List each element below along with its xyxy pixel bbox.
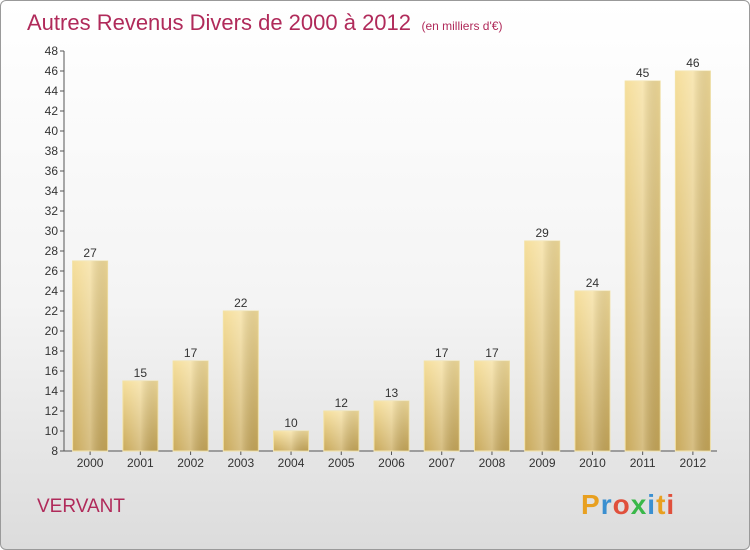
x-tick-label: 2003: [227, 456, 254, 470]
bar-value-label: 24: [586, 276, 600, 290]
bar-value-label: 27: [83, 246, 97, 260]
bar-shine-2002: [173, 361, 209, 451]
bar-value-label: 29: [536, 226, 550, 240]
bar-value-label: 10: [284, 416, 298, 430]
x-tick-label: 2002: [177, 456, 204, 470]
bar-shine-2003: [223, 311, 259, 451]
y-tick-label: 22: [45, 304, 59, 318]
bar-shine-2004: [273, 431, 309, 451]
bar-group-2003: 22: [222, 296, 259, 452]
x-tick-label: 2000: [77, 456, 104, 470]
y-tick-label: 48: [45, 44, 59, 58]
y-tick-label: 12: [45, 404, 59, 418]
y-tick-label: 42: [45, 104, 59, 118]
x-tick-label: 2001: [127, 456, 154, 470]
chart-unit-note: (en milliers d'€): [421, 19, 503, 33]
bar-value-label: 22: [234, 296, 248, 310]
x-tick-label: 2012: [680, 456, 707, 470]
bar-shine-2011: [625, 81, 661, 451]
bar-shine-2012: [675, 71, 711, 451]
y-tick-label: 30: [45, 224, 59, 238]
bar-shine-2007: [424, 361, 460, 451]
bar-value-label: 13: [385, 386, 399, 400]
bar-group-2000: 27: [72, 246, 109, 452]
x-tick-label: 2007: [428, 456, 455, 470]
bar-shine-2009: [524, 241, 560, 451]
y-tick-label: 36: [45, 164, 59, 178]
y-tick-label: 44: [45, 84, 59, 98]
bar-value-label: 17: [485, 346, 499, 360]
bar-shine-2005: [323, 411, 359, 451]
bar-group-2005: 12: [323, 396, 360, 452]
bar-shine-2010: [574, 291, 610, 451]
y-tick-label: 16: [45, 364, 59, 378]
bar-value-label: 17: [184, 346, 198, 360]
logo-letter: i: [647, 489, 657, 520]
location-label: VERVANT: [37, 496, 125, 517]
bar-group-2006: 13: [373, 386, 410, 452]
bar-group-2001: 15: [122, 366, 159, 452]
bar-group-2008: 17: [473, 346, 510, 452]
bar-shine-2008: [474, 361, 510, 451]
bar-group-2004: 10: [273, 416, 310, 452]
y-tick-label: 20: [45, 324, 59, 338]
bar-value-label: 17: [435, 346, 449, 360]
logo-letter: x: [630, 489, 648, 520]
bar-group-2010: 24: [574, 276, 611, 452]
bar-group-2011: 45: [624, 66, 661, 452]
x-tick-label: 2011: [630, 456, 656, 470]
y-tick-label: 8: [51, 444, 58, 458]
logo-letter: P: [581, 489, 601, 520]
logo-letter: t: [656, 489, 667, 520]
chart-title-text: Autres Revenus Divers de 2000 à 2012: [27, 10, 412, 35]
y-tick-label: 26: [45, 264, 59, 278]
chart-axes: 8 10 12 14 16 18 20 22 24 26 28 30 32 34 36 38 40 42 44 46 4…: [45, 44, 717, 470]
x-tick-label: 2006: [378, 456, 405, 470]
y-tick-label: 40: [45, 124, 59, 138]
y-tick-label: 24: [45, 284, 59, 298]
x-tick-label: 2005: [328, 456, 355, 470]
y-tick-label: 46: [45, 64, 59, 78]
chart-bars: 27 15 17 22 10 12 13 17 17 29 24 45 46: [72, 56, 711, 452]
y-tick-label: 28: [45, 244, 59, 258]
bar-value-label: 45: [636, 66, 650, 80]
logo-letter: o: [612, 489, 631, 520]
bar-shine-2001: [122, 381, 158, 451]
y-tick-label: 34: [45, 184, 59, 198]
y-tick-label: 32: [45, 204, 59, 218]
y-tick-label: 10: [45, 424, 59, 438]
bar-value-label: 46: [686, 56, 700, 70]
bar-group-2002: 17: [172, 346, 209, 452]
bar-shine-2000: [72, 261, 108, 451]
chart-title: Autres Revenus Divers de 2000 à 2012 (en…: [27, 10, 502, 36]
y-tick-label: 14: [45, 384, 59, 398]
x-tick-label: 2008: [479, 456, 506, 470]
bar-shine-2006: [374, 401, 409, 451]
bar-value-label: 12: [335, 396, 349, 410]
y-tick-label: 18: [45, 344, 59, 358]
y-tick-label: 38: [45, 144, 59, 158]
logo-letter: r: [600, 489, 613, 520]
bar-value-label: 15: [134, 366, 148, 380]
bar-group-2009: 29: [524, 226, 561, 452]
x-tick-label: 2009: [529, 456, 556, 470]
x-tick-label: 2004: [278, 456, 305, 470]
logo-letter: i: [666, 489, 676, 520]
bar-group-2012: 46: [674, 56, 711, 452]
x-tick-label: 2010: [579, 456, 606, 470]
bar-group-2007: 17: [423, 346, 460, 452]
proxiti-logo: Proxiti: [581, 489, 675, 521]
